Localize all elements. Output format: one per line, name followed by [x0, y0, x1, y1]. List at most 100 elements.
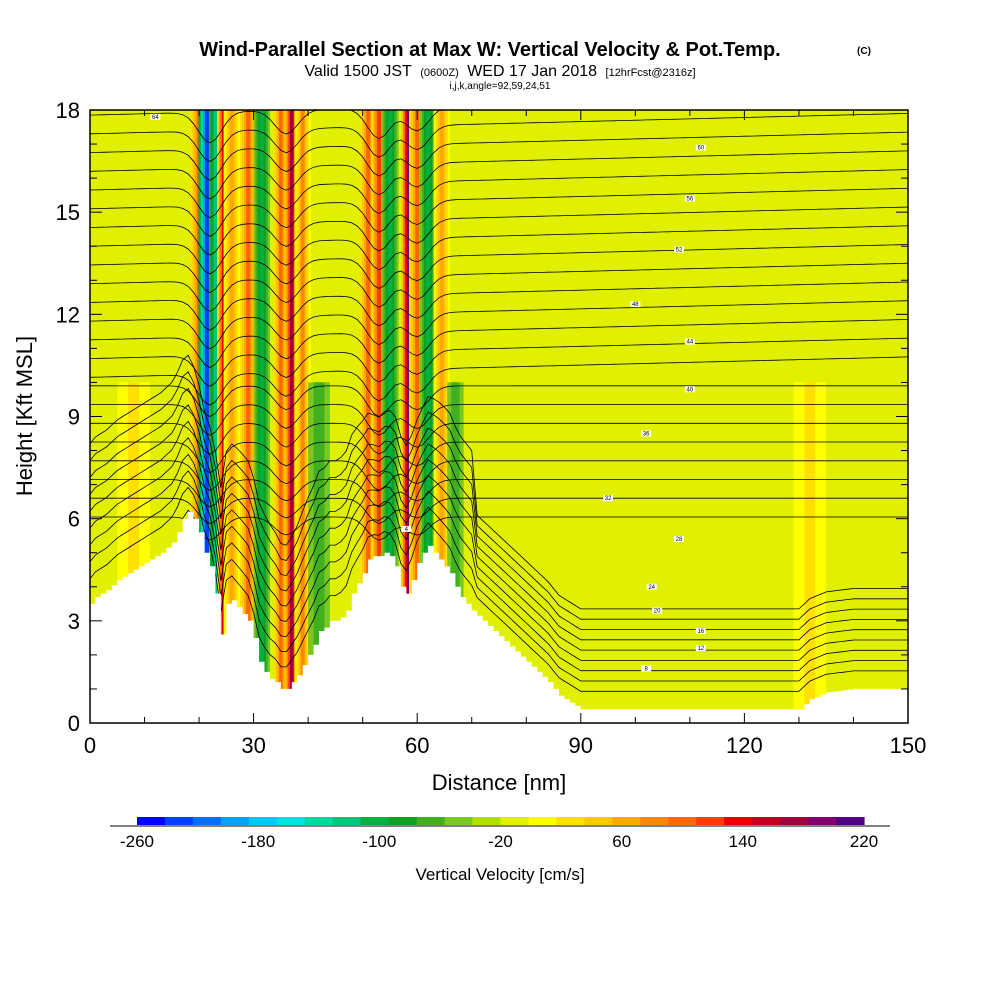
colorbar-swatch	[444, 817, 474, 825]
x-tick-label: 90	[569, 733, 593, 758]
velocity-band	[804, 382, 816, 723]
velocity-band	[205, 110, 210, 723]
isentrope-line	[90, 486, 908, 692]
colorbar-tick-label: -20	[488, 832, 513, 851]
subtitle-date: WED 17 Jan 2018	[467, 63, 597, 80]
isentrope-label: 36	[641, 430, 652, 438]
isentrope-line	[90, 319, 908, 368]
isentrope-line	[90, 479, 908, 508]
colorbar-label: Vertical Velocity [cm/s]	[415, 865, 584, 884]
colorbar-swatch	[332, 817, 362, 825]
velocity-band	[290, 110, 294, 723]
isentrope-label: 8	[641, 665, 652, 673]
isentrope-label: 64	[150, 113, 161, 121]
isentrope-line	[90, 385, 908, 418]
colorbar-tick-label: -180	[241, 832, 275, 851]
isentrope-label-text: 52	[676, 248, 683, 254]
isentrope-line	[90, 354, 908, 610]
plot-area: 64 60 56 52 48 44 40 36 32 28 24 20 16 12 8 4	[90, 110, 908, 723]
chart-indices: i,j,k,angle=92,59,24,51	[450, 81, 551, 92]
colorbar-swatch	[808, 817, 837, 825]
x-tick-label: 150	[890, 733, 927, 758]
isentrope-label-text: 32	[605, 496, 612, 502]
isentrope-label: 28	[674, 536, 684, 543]
isentrope-label-text: 8	[645, 667, 649, 673]
velocity-band	[426, 110, 431, 723]
velocity-band	[246, 110, 251, 723]
isentrope-label-bg	[603, 495, 614, 502]
colorbar-swatch	[556, 817, 585, 825]
isentrope-label-bg	[695, 645, 706, 652]
isentrope-line	[90, 441, 908, 474]
isentrope-line	[90, 113, 908, 162]
colorbar-swatch	[780, 817, 809, 825]
isentrope-label-text: 64	[152, 115, 159, 121]
y-axis-label: Height [Kft MSL]	[12, 336, 37, 496]
isentrope-line	[90, 356, 908, 406]
x-tick-label: 120	[726, 733, 763, 758]
isentrope-line	[90, 460, 908, 491]
isentrope-label-bg	[684, 386, 695, 393]
isentrope-label: 12	[695, 645, 706, 652]
colorbar: -260 -180 -100 -20 60 140 220	[110, 817, 890, 851]
y-tick-label: 12	[56, 302, 80, 327]
isentrope-label-text: 28	[676, 537, 683, 543]
isentrope-label: 40	[684, 386, 695, 393]
colorbar-tick-label: 220	[850, 832, 878, 851]
isentrope-line	[90, 420, 908, 651]
colorbar-swatch	[668, 817, 697, 825]
isentrope-label-text: 24	[648, 585, 655, 591]
colorbar-tick-label: 60	[612, 832, 631, 851]
isentropes	[90, 110, 908, 692]
colorbar-tick-label: -100	[362, 832, 396, 851]
colorbar-tick-label: -260	[120, 832, 154, 851]
colorbar-swatch	[836, 817, 865, 825]
isentrope-label-bg	[674, 246, 684, 253]
isentrope-line	[90, 150, 908, 200]
velocity-band	[453, 382, 458, 723]
isentrope-line	[90, 300, 908, 350]
isentrope-label-bg	[684, 338, 695, 345]
colorbar-swatch	[192, 817, 222, 825]
isentrope-label: 32	[603, 495, 614, 502]
isentrope-label-bg	[684, 195, 695, 202]
x-axis: 0 30 60 90 120 150	[84, 110, 926, 758]
colorbar-swatch	[752, 817, 781, 825]
isentrope-line	[90, 422, 908, 455]
isentrope-label-text: 20	[654, 609, 661, 615]
isentrope-label-bg	[401, 525, 412, 532]
y-tick-label: 6	[68, 507, 80, 532]
isentrope-label: 24	[646, 583, 657, 591]
isentrope-line	[90, 187, 908, 237]
isentrope-label-bg	[641, 430, 652, 437]
isentrope-label: 52	[674, 246, 684, 254]
colorbar-swatch	[220, 817, 250, 825]
isentrope-label: 20	[652, 607, 663, 615]
colorbar-swatch	[248, 817, 278, 825]
y-tick-label: 15	[56, 200, 80, 225]
isentrope-label-bg	[674, 536, 684, 543]
isentrope-label-text: 48	[632, 302, 639, 308]
isentrope-label: 44	[684, 338, 695, 346]
chart-subtitle: Valid 1500 JST (0600Z) WED 17 Jan 2018 […	[304, 63, 695, 80]
terrain	[90, 511, 908, 723]
isentrope-line	[90, 371, 908, 620]
isentrope-label-bg	[652, 607, 663, 614]
isentrope-label: 60	[695, 144, 706, 152]
velocity-band	[259, 110, 264, 723]
isentrope-label-text: 4	[405, 527, 409, 533]
colorbar-swatch	[137, 817, 166, 825]
isentrope-line	[90, 497, 908, 525]
isentrope-label-text: 36	[643, 432, 650, 438]
colorbar-swatch	[276, 817, 306, 825]
x-tick-label: 0	[84, 733, 96, 758]
isentrope-label-bg	[695, 628, 706, 634]
isentrope-line	[90, 453, 908, 672]
velocity-band	[387, 110, 393, 723]
x-tick-label: 30	[241, 733, 265, 758]
isentrope-label-text: 12	[697, 646, 704, 652]
x-tick-label: 60	[405, 733, 429, 758]
isentrope-label: 4	[401, 525, 412, 533]
